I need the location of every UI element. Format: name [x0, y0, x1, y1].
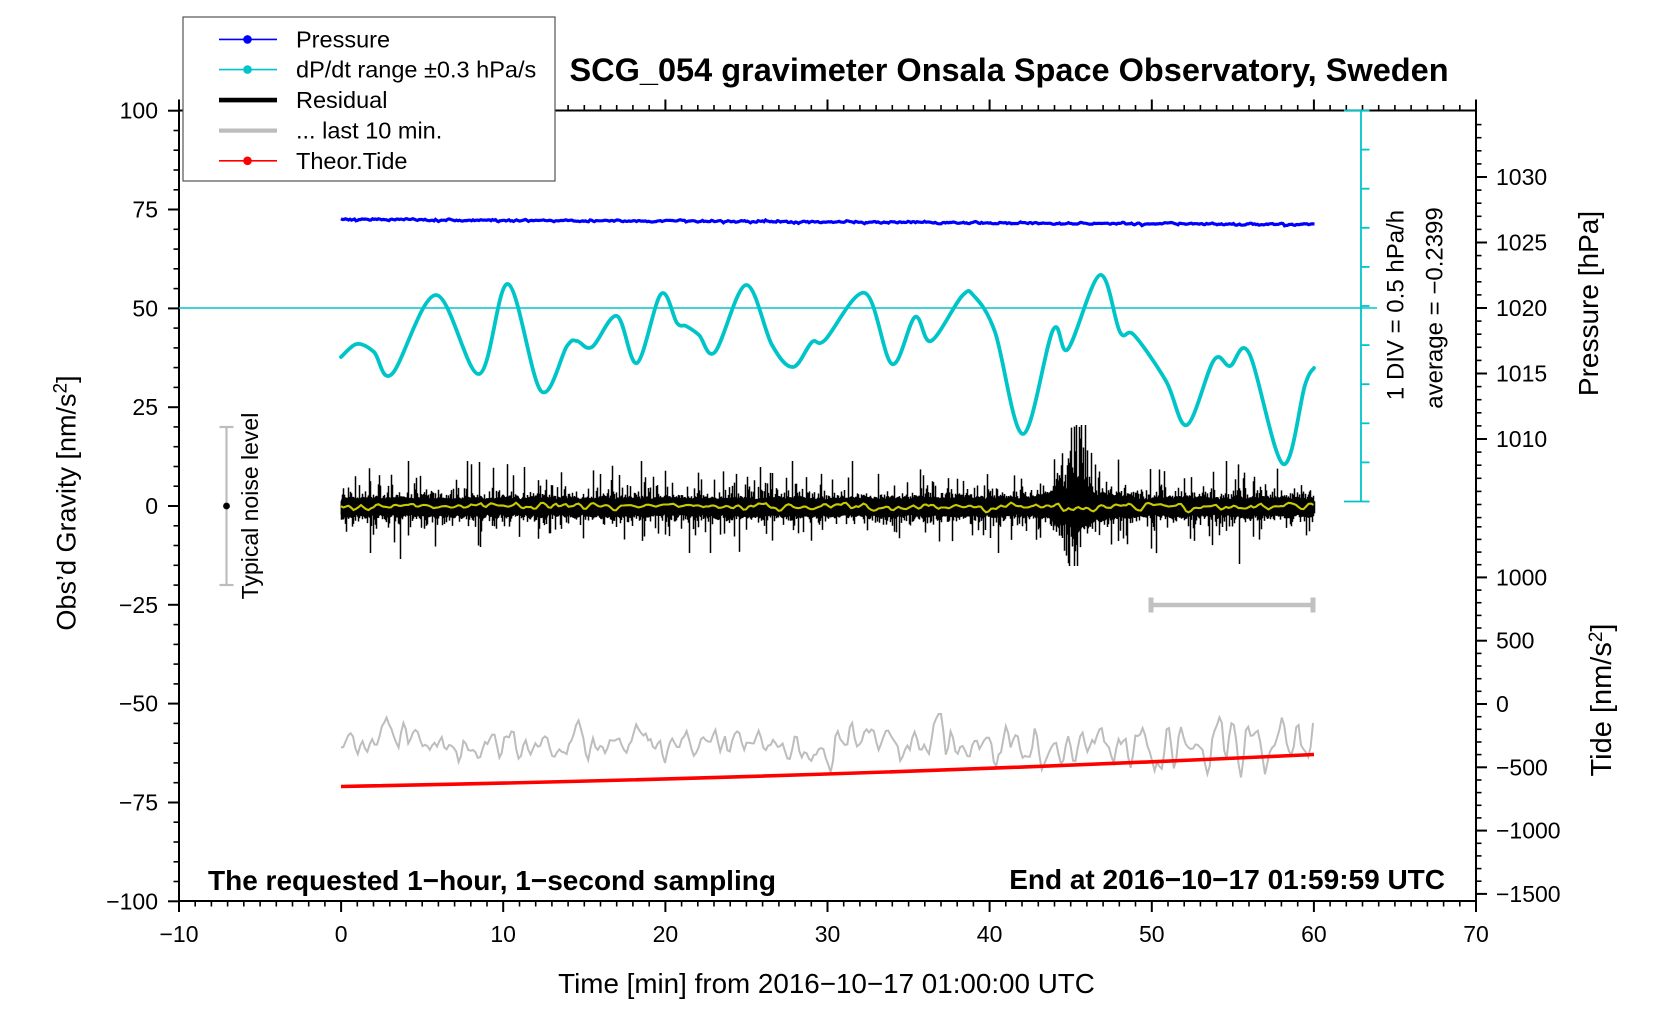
svg-text:20: 20 [653, 921, 679, 947]
svg-text:The requested 1−hour, 1−second: The requested 1−hour, 1−second sampling [208, 865, 776, 896]
svg-text:1010: 1010 [1496, 426, 1547, 452]
svg-text:End at 2016−10−17 01:59:59 UTC: End at 2016−10−17 01:59:59 UTC [1009, 864, 1445, 895]
svg-text:−100: −100 [106, 888, 158, 914]
svg-text:−25: −25 [119, 592, 158, 618]
svg-text:−50: −50 [119, 691, 158, 717]
svg-text:1015: 1015 [1496, 361, 1547, 387]
svg-text:0: 0 [1496, 691, 1509, 717]
svg-text:0: 0 [335, 921, 348, 947]
svg-text:Time [min] from 2016−10−17 01:: Time [min] from 2016−10−17 01:00:00 UTC [558, 968, 1095, 999]
svg-text:1025: 1025 [1496, 230, 1547, 256]
svg-text:60: 60 [1301, 921, 1327, 947]
svg-text:75: 75 [132, 197, 158, 223]
svg-text:SCG_054 gravimeter Onsala Spac: SCG_054 gravimeter Onsala Space Observat… [569, 52, 1448, 88]
svg-text:Pressure [hPa]: Pressure [hPa] [1573, 211, 1604, 396]
svg-text:0: 0 [145, 493, 158, 519]
svg-text:40: 40 [977, 921, 1003, 947]
svg-text:70: 70 [1463, 921, 1489, 947]
svg-text:1 DIV = 0.5 hPa/h: 1 DIV = 0.5 hPa/h [1383, 210, 1410, 400]
svg-text:−1000: −1000 [1496, 818, 1561, 844]
svg-text:1000: 1000 [1496, 564, 1547, 590]
svg-text:Obs’d Gravity [nm/s2]: Obs’d Gravity [nm/s2] [51, 375, 82, 630]
svg-text:... last 10 min.: ... last 10 min. [296, 118, 442, 144]
svg-text:Pressure: Pressure [296, 26, 390, 52]
svg-text:50: 50 [1139, 921, 1165, 947]
svg-text:50: 50 [132, 295, 158, 321]
svg-text:−500: −500 [1496, 754, 1548, 780]
svg-text:500: 500 [1496, 628, 1534, 654]
svg-text:Tide [nm/s2]: Tide [nm/s2] [1586, 624, 1618, 777]
svg-text:Residual: Residual [296, 87, 387, 113]
svg-text:10: 10 [490, 921, 516, 947]
svg-text:−1500: −1500 [1496, 881, 1561, 907]
svg-text:−75: −75 [119, 790, 158, 816]
svg-text:dP/dt range ±0.3 hPa/s: dP/dt range ±0.3 hPa/s [296, 57, 536, 83]
svg-text:1020: 1020 [1496, 295, 1547, 321]
svg-text:Typical noise level: Typical noise level [237, 413, 263, 600]
svg-text:100: 100 [120, 98, 158, 124]
svg-text:30: 30 [815, 921, 841, 947]
svg-text:25: 25 [132, 394, 158, 420]
svg-text:−10: −10 [159, 921, 198, 947]
svg-text:1030: 1030 [1496, 164, 1547, 190]
svg-text:Theor.Tide: Theor.Tide [296, 148, 407, 174]
svg-text:average = −0.2399: average = −0.2399 [1422, 207, 1449, 409]
